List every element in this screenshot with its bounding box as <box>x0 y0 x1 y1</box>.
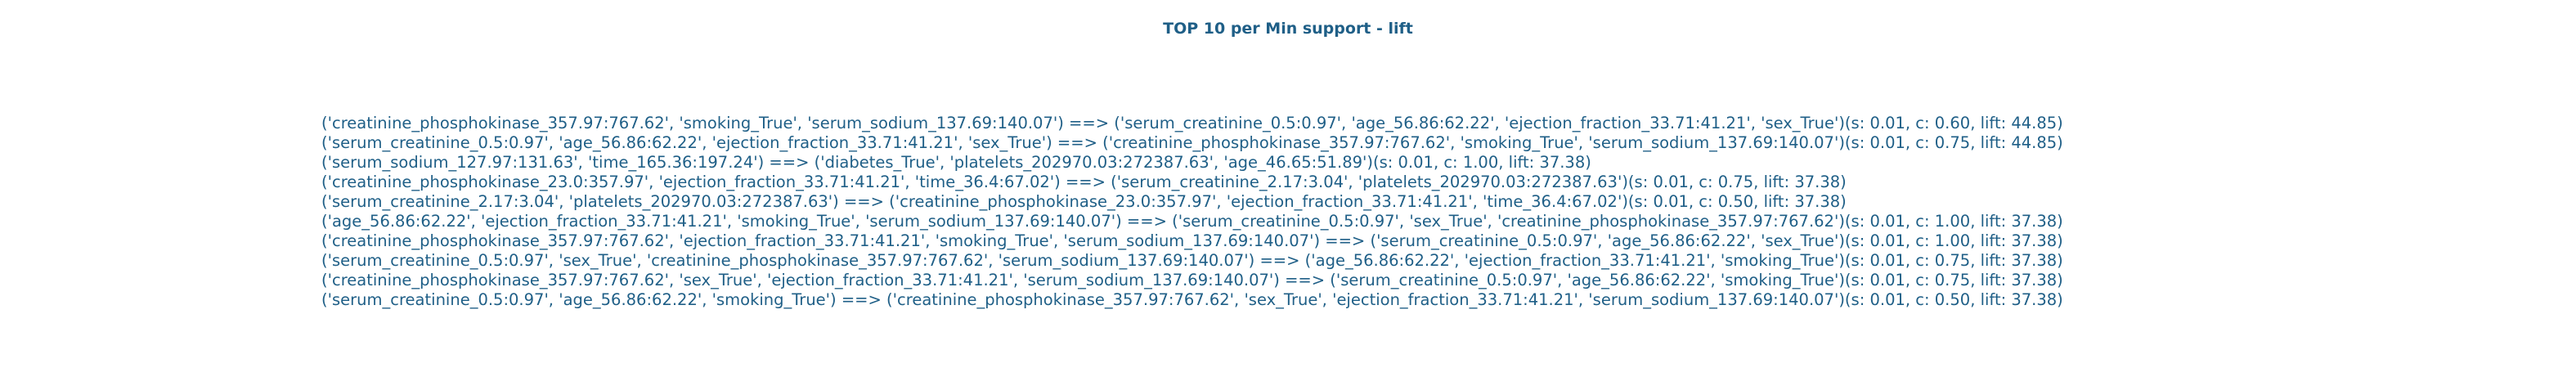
rule-line-4: ('creatinine_phosphokinase_23.0:357.97',… <box>321 173 1847 191</box>
chart-title: TOP 10 per Min support - lift <box>1163 20 1413 38</box>
rule-line-3: ('serum_sodium_127.97:131.63', 'time_165… <box>321 153 1591 172</box>
rule-line-1: ('creatinine_phosphokinase_357.97:767.62… <box>321 114 2063 132</box>
rule-line-8: ('serum_creatinine_0.5:0.97', 'sex_True'… <box>321 251 2063 270</box>
rule-line-10: ('serum_creatinine_0.5:0.97', 'age_56.86… <box>321 290 2063 309</box>
rule-line-6: ('age_56.86:62.22', 'ejection_fraction_3… <box>321 212 2063 231</box>
rule-line-9: ('creatinine_phosphokinase_357.97:767.62… <box>321 271 2063 289</box>
rule-line-7: ('creatinine_phosphokinase_357.97:767.62… <box>321 231 2063 250</box>
rule-line-5: ('serum_creatinine_2.17:3.04', 'platelet… <box>321 192 1847 211</box>
rules-list: ('creatinine_phosphokinase_357.97:767.62… <box>321 114 2562 310</box>
rule-line-2: ('serum_creatinine_0.5:0.97', 'age_56.86… <box>321 133 2063 152</box>
